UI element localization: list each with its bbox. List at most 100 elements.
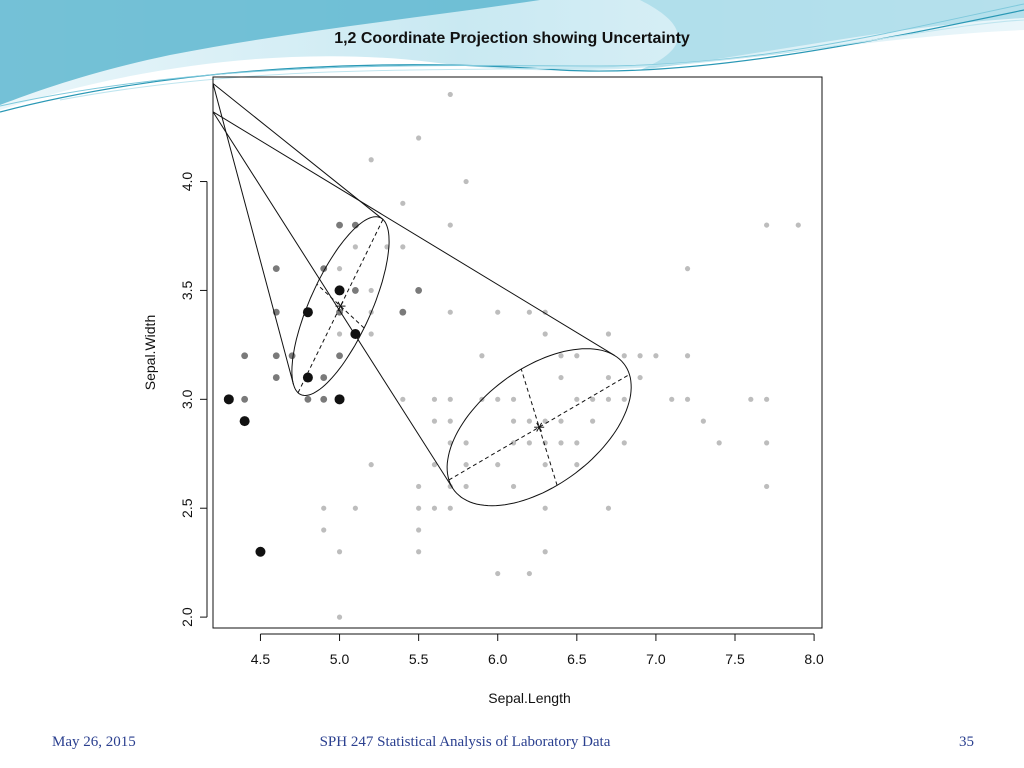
data-point-low	[510, 396, 517, 402]
data-point-low	[526, 570, 532, 577]
data-point-low	[621, 440, 627, 446]
data-point-low	[764, 483, 770, 490]
y-tick-label: 3.5	[179, 280, 195, 300]
data-point-low	[748, 396, 754, 402]
data-point-low	[400, 200, 406, 206]
data-point-low	[447, 222, 453, 228]
data-point-low	[684, 266, 691, 272]
data-point-low	[400, 396, 406, 402]
data-point-low	[495, 462, 501, 468]
data-point-medium	[241, 352, 249, 360]
component-ellipse-2	[446, 348, 632, 507]
data-point-medium	[272, 374, 280, 381]
data-point-low	[574, 396, 580, 402]
data-point-high	[255, 546, 266, 557]
x-tick-label: 4.5	[251, 651, 271, 667]
data-point-low	[637, 374, 643, 381]
data-point-low	[463, 462, 469, 468]
data-point-low	[447, 396, 453, 402]
data-point-medium	[304, 395, 312, 403]
data-point-low	[447, 418, 453, 424]
data-point-medium	[272, 265, 280, 273]
data-point-medium	[415, 287, 423, 294]
data-point-medium	[351, 287, 359, 294]
plot-frame	[212, 76, 823, 629]
data-point-medium	[336, 221, 343, 229]
data-point-low	[605, 505, 612, 511]
y-tick-label: 3.0	[179, 389, 195, 409]
data-point-low	[558, 418, 564, 424]
data-point-low	[637, 353, 643, 359]
data-point-low	[431, 396, 438, 402]
data-point-high	[239, 416, 250, 427]
data-point-low	[510, 483, 517, 490]
y-tick-label: 2.5	[179, 498, 195, 518]
x-tick-label: 5.5	[409, 651, 429, 667]
ellipse-minor-axis-2	[520, 368, 558, 486]
data-point-low	[795, 222, 801, 228]
data-point-low	[447, 309, 453, 315]
data-point-medium	[288, 352, 296, 360]
data-point-low	[431, 462, 438, 468]
data-point-low	[479, 353, 485, 359]
data-point-low	[368, 331, 374, 337]
data-point-low	[416, 483, 422, 490]
x-axis-label: Sepal.Length	[488, 690, 571, 706]
data-point-low	[605, 331, 612, 337]
data-point-low	[526, 418, 532, 424]
data-point-low	[684, 396, 691, 402]
data-point-low	[653, 353, 659, 359]
data-point-medium	[399, 308, 407, 316]
data-point-low	[764, 396, 770, 402]
data-point-low	[495, 570, 501, 577]
data-point-high	[334, 394, 345, 405]
projection-line-1-1	[213, 83, 384, 220]
x-tick-label: 6.5	[567, 651, 587, 667]
data-point-low	[605, 396, 612, 402]
data-point-low	[684, 353, 691, 359]
data-point-low	[542, 505, 548, 511]
footer-page-number: 35	[959, 734, 974, 750]
data-point-low	[447, 91, 453, 98]
data-point-low	[574, 353, 580, 359]
projection-line-2-2	[213, 111, 454, 489]
data-point-medium	[241, 395, 249, 403]
data-point-high	[302, 372, 313, 383]
data-point-low	[526, 309, 532, 315]
data-point-medium	[320, 374, 328, 381]
data-point-low	[368, 287, 374, 294]
data-point-low	[542, 331, 548, 337]
ellipse-minor-axis-1	[316, 283, 365, 329]
data-point-high	[223, 394, 234, 405]
data-point-low	[431, 418, 438, 424]
data-point-low	[764, 440, 770, 446]
data-point-low	[669, 396, 675, 402]
x-tick-label: 7.0	[646, 651, 666, 667]
data-point-medium	[272, 352, 280, 360]
data-point-low	[621, 353, 627, 359]
data-point-low	[542, 462, 548, 468]
data-point-low	[321, 505, 327, 511]
projection-line-2-1	[213, 111, 615, 356]
data-point-low	[605, 374, 612, 381]
footer-course-title: SPH 247 Statistical Analysis of Laborato…	[319, 734, 611, 750]
x-tick-label: 8.0	[804, 651, 824, 667]
component-mean-marker-2	[534, 422, 545, 432]
data-point-medium	[336, 352, 343, 360]
chart-title: 1,2 Coordinate Projection showing Uncert…	[334, 30, 690, 47]
data-point-low	[431, 505, 438, 511]
data-point-low	[463, 483, 469, 490]
data-point-medium	[320, 395, 328, 403]
data-point-low	[336, 549, 343, 555]
x-tick-label: 7.5	[725, 651, 745, 667]
data-point-low	[590, 396, 596, 402]
data-point-low	[336, 266, 343, 272]
data-point-low	[558, 374, 564, 381]
y-tick-label: 2.0	[179, 607, 195, 627]
data-point-low	[321, 527, 327, 533]
data-point-low	[495, 309, 501, 315]
data-point-low	[542, 309, 548, 315]
data-point-medium	[320, 265, 328, 273]
data-point-low	[368, 462, 374, 468]
